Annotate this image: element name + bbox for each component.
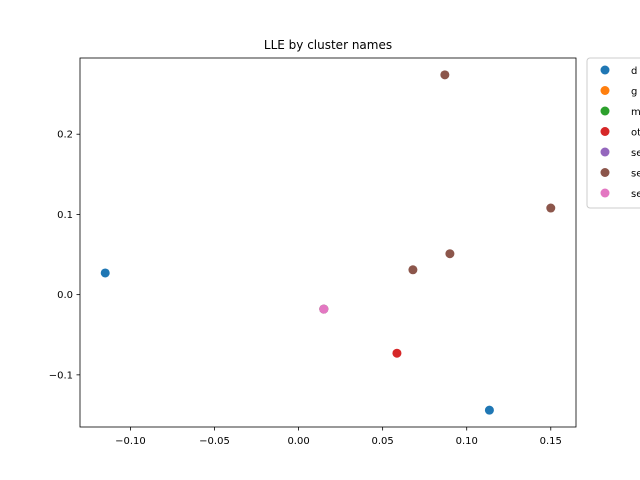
legend-marker xyxy=(600,168,610,177)
legend: dgm ot se se se xyxy=(586,57,640,209)
data-point xyxy=(445,249,455,259)
legend-label: se xyxy=(631,169,640,180)
legend-marker xyxy=(600,106,610,116)
legend-marker xyxy=(600,65,610,75)
legend-marker xyxy=(600,188,610,198)
y-axis: −0.1 0.0 0.1 0.2 xyxy=(49,130,80,381)
data-point xyxy=(319,304,329,314)
legend-marker xyxy=(600,86,610,95)
legend-label: g xyxy=(631,87,637,98)
legend-marker xyxy=(600,127,610,136)
y-tick-label: −0.1 xyxy=(49,370,73,381)
legend-label: se xyxy=(631,189,640,200)
legend-label: d xyxy=(631,66,637,77)
legend-frame xyxy=(586,57,640,209)
x-tick-label: 0.10 xyxy=(456,436,478,447)
y-tick-label: 0.2 xyxy=(57,130,73,141)
legend-marker xyxy=(600,147,610,157)
data-point xyxy=(440,70,450,80)
data-point xyxy=(546,203,556,213)
chart-title: LLE by cluster names xyxy=(264,38,392,52)
data-point xyxy=(484,405,494,415)
plot-frame xyxy=(79,57,577,428)
y-tick-label: 0.0 xyxy=(57,290,73,301)
x-tick-label: 0.05 xyxy=(372,436,394,447)
data-point xyxy=(392,348,402,358)
legend-label: ot xyxy=(631,128,640,139)
plot-area xyxy=(79,57,577,428)
x-tick-label: −0.10 xyxy=(115,436,146,447)
x-tick-label: 0.00 xyxy=(287,436,309,447)
x-tick-label: 0.15 xyxy=(540,436,562,447)
legend-label: se xyxy=(631,148,640,159)
legend-label: m xyxy=(631,107,640,118)
y-tick-label: 0.1 xyxy=(57,210,73,221)
data-point xyxy=(100,268,110,278)
x-axis: −0.10 −0.05 0.00 0.05 0.10 0.15 xyxy=(115,427,562,447)
x-tick-label: −0.05 xyxy=(199,436,230,447)
data-point xyxy=(408,265,418,275)
